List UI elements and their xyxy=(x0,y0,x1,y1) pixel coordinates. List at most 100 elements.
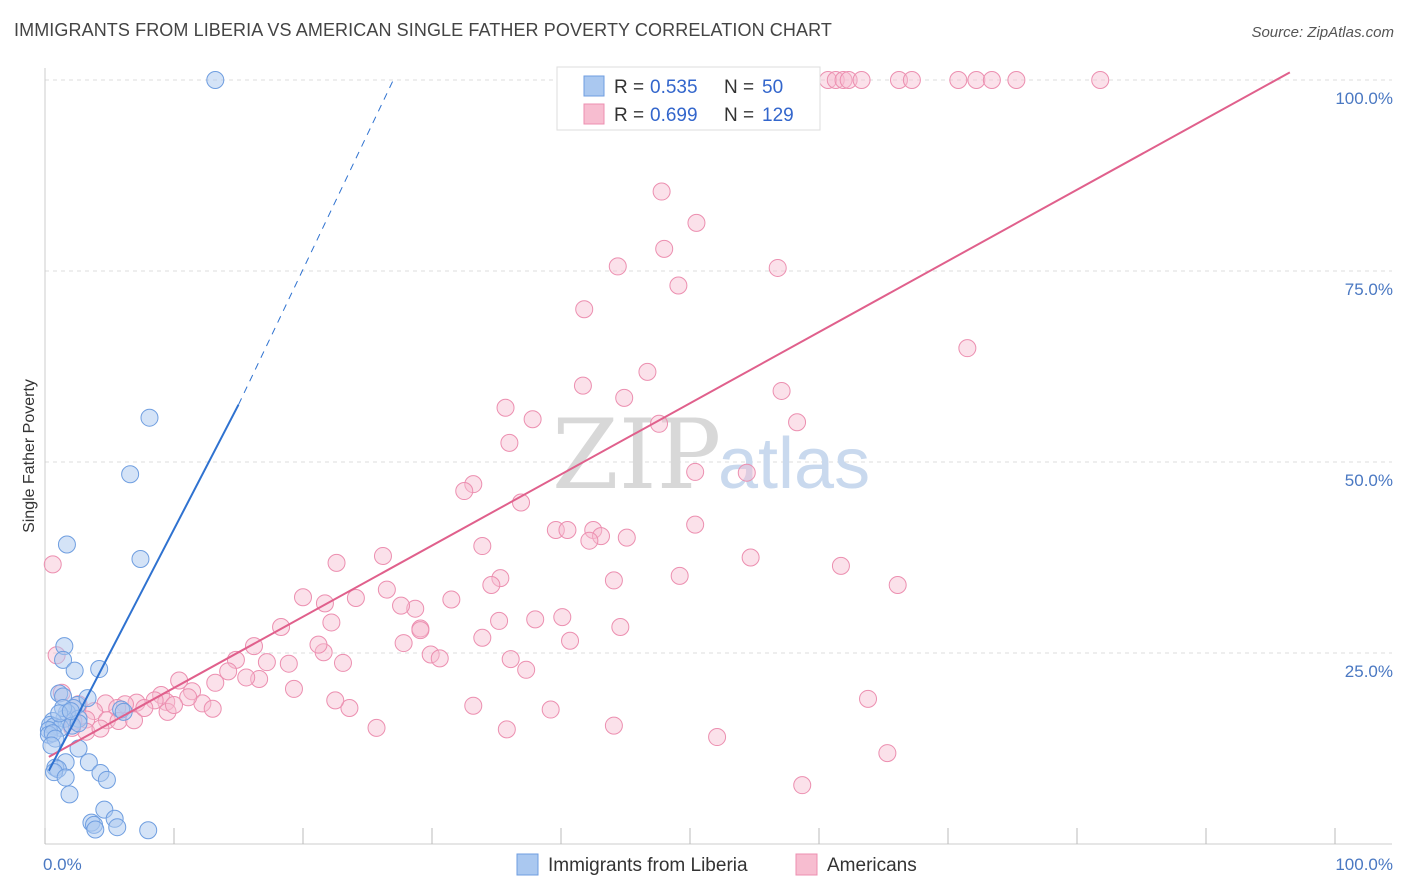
americans-point xyxy=(346,588,365,607)
americans-point xyxy=(669,276,688,295)
americans-point xyxy=(392,596,411,615)
americans-point xyxy=(967,71,986,89)
liberia-point xyxy=(86,820,105,839)
americans-point xyxy=(686,515,705,534)
americans-point xyxy=(553,608,572,627)
americans-point xyxy=(708,728,727,747)
americans-point xyxy=(687,213,706,232)
n-value: 50 xyxy=(762,77,783,98)
americans-point xyxy=(638,362,657,381)
n-label: N = xyxy=(724,77,754,98)
liberia-point xyxy=(65,661,84,680)
americans-point xyxy=(165,695,183,714)
liberia-point xyxy=(79,753,98,772)
watermark-zip: ZIP xyxy=(552,399,721,511)
americans-point xyxy=(309,635,328,654)
americans-point xyxy=(793,776,812,795)
americans-point xyxy=(455,482,474,501)
americans-point xyxy=(852,71,871,89)
americans-point xyxy=(580,531,599,550)
americans-point xyxy=(982,71,1001,89)
americans-point xyxy=(326,691,345,710)
americans-point xyxy=(250,669,269,688)
americans-point xyxy=(573,376,592,395)
americans-point xyxy=(464,475,483,494)
americans-point xyxy=(611,618,630,637)
americans-point xyxy=(608,257,627,276)
americans-point xyxy=(839,71,858,89)
americans-point xyxy=(888,576,907,595)
americans-point xyxy=(859,689,878,708)
r-value: 0.699 xyxy=(650,105,698,126)
americans-point xyxy=(406,599,425,618)
gridlines xyxy=(45,79,1392,654)
americans-point xyxy=(373,546,392,565)
americans-point xyxy=(497,720,516,739)
americans-point xyxy=(737,463,756,482)
y-tick-label: 75.0% xyxy=(1345,280,1393,299)
americans-point xyxy=(617,528,636,547)
americans-point xyxy=(340,699,359,718)
americans-point xyxy=(826,71,845,89)
americans-point xyxy=(670,566,689,585)
americans-point xyxy=(1091,71,1110,89)
americans-point xyxy=(430,649,449,668)
y-tick-label: 25.0% xyxy=(1345,662,1393,681)
liberia-point xyxy=(121,465,140,484)
r-label: R = xyxy=(614,77,644,98)
watermark-atlas: atlas xyxy=(718,424,870,504)
americans-point xyxy=(655,239,674,258)
y-tick-label: 100.0% xyxy=(1335,89,1393,108)
americans-point xyxy=(949,71,968,89)
americans-point xyxy=(541,700,560,719)
americans-point xyxy=(158,702,177,721)
liberia-bottom-label: Immigrants from Liberia xyxy=(548,855,748,876)
americans-point xyxy=(558,520,577,539)
x-tick-label: 0.0% xyxy=(43,855,82,874)
americans-point xyxy=(333,653,352,672)
liberia-trend-line-extension xyxy=(238,79,394,405)
americans-point xyxy=(652,182,671,201)
n-value: 129 xyxy=(762,105,794,126)
r-value: 0.535 xyxy=(650,77,698,98)
americans-point xyxy=(772,381,791,400)
americans-point xyxy=(327,553,346,572)
r-label: R = xyxy=(614,105,644,126)
americans-point xyxy=(501,650,520,669)
americans-point xyxy=(788,413,807,432)
liberia-point xyxy=(60,785,79,804)
liberia-legend-swatch xyxy=(583,75,605,97)
americans-bottom-swatch xyxy=(795,853,818,876)
chart-source: Source: ZipAtlas.com xyxy=(1251,24,1394,41)
americans-point xyxy=(473,537,492,556)
x-tick-label: 100.0% xyxy=(1335,855,1393,874)
americans-point xyxy=(237,668,256,687)
liberia-point xyxy=(97,770,116,789)
americans-point xyxy=(517,660,536,679)
liberia-point xyxy=(108,818,127,837)
americans-point xyxy=(526,610,545,629)
americans-point xyxy=(294,588,312,607)
x-tick-labels: 0.0% 100.0% xyxy=(43,855,1393,874)
americans-point xyxy=(203,699,222,718)
americans-point xyxy=(523,410,542,429)
americans-point xyxy=(377,580,396,599)
liberia-bottom-swatch xyxy=(516,853,539,876)
americans-point xyxy=(482,576,501,595)
americans-bottom-label: Americans xyxy=(827,855,917,876)
americans-point xyxy=(604,571,623,590)
americans-point xyxy=(575,300,594,319)
y-axis-label: Single Father Poverty xyxy=(21,379,38,533)
americans-point xyxy=(421,645,440,664)
liberia-point xyxy=(57,535,76,554)
liberia-point xyxy=(139,821,158,840)
n-label: N = xyxy=(724,105,754,126)
americans-point xyxy=(604,716,623,735)
americans-point xyxy=(442,590,461,609)
trend-lines xyxy=(47,71,1291,772)
americans-point xyxy=(170,671,189,690)
americans-point xyxy=(650,414,669,433)
americans-point xyxy=(206,673,225,692)
americans-point xyxy=(878,744,897,763)
